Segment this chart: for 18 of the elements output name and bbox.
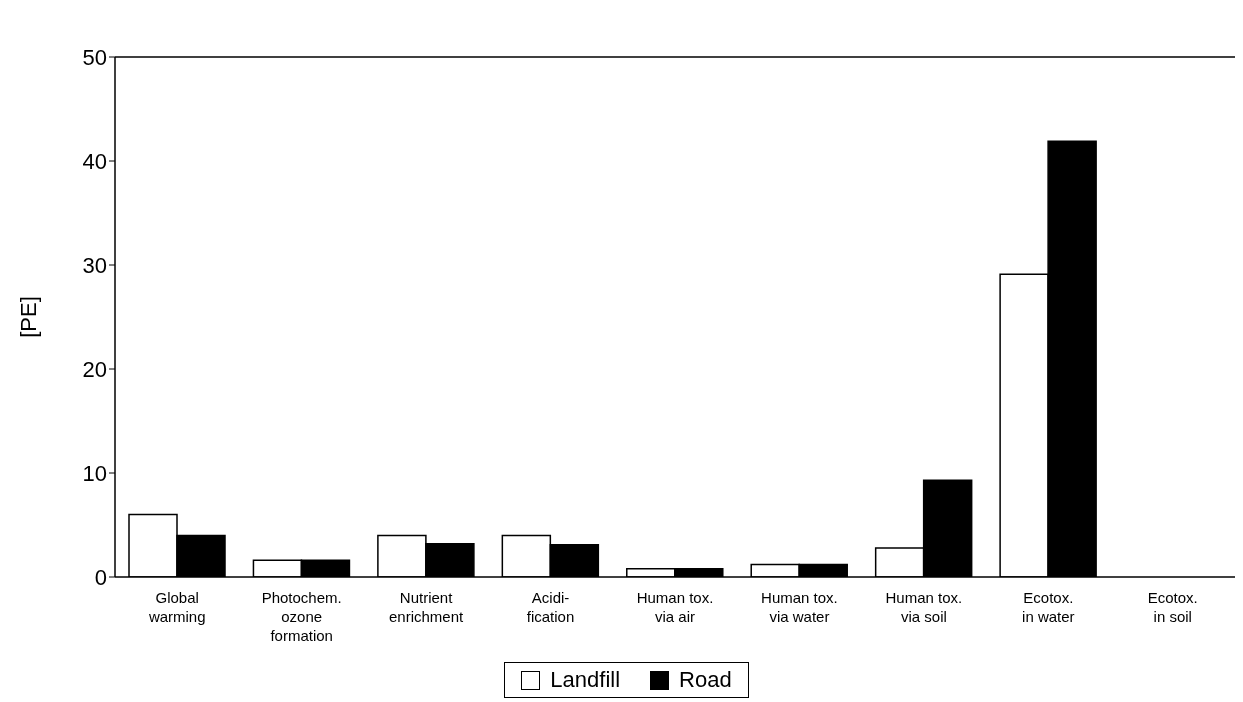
x-tick-label: Photochem. ozone formation bbox=[261, 589, 342, 644]
y-tick-label: 20 bbox=[82, 356, 107, 382]
x-tick-label: Ecotox. in soil bbox=[1147, 589, 1198, 625]
y-axis-title: [PE] bbox=[15, 296, 41, 338]
x-tick-label: Human tox. via air bbox=[636, 589, 714, 625]
x-tick-label: Human tox. via water bbox=[761, 589, 838, 625]
y-tick-label: 10 bbox=[82, 460, 107, 486]
y-tick-label: 0 bbox=[94, 564, 107, 590]
y-tick-label: 30 bbox=[82, 252, 107, 278]
x-tick-label: Global warming bbox=[147, 589, 206, 625]
legend-label: Landfill bbox=[549, 667, 621, 693]
y-tick-label: 40 bbox=[82, 148, 107, 174]
legend-label: Road bbox=[678, 667, 732, 693]
x-tick-label: Human tox. via soil bbox=[885, 589, 963, 625]
x-tick-label: Nutrient enrichment bbox=[389, 589, 465, 625]
y-tick-label: 50 bbox=[82, 44, 107, 70]
x-tick-label: Acidi- fication bbox=[526, 589, 575, 625]
x-tick-label: Ecotox. in water bbox=[1022, 589, 1075, 625]
